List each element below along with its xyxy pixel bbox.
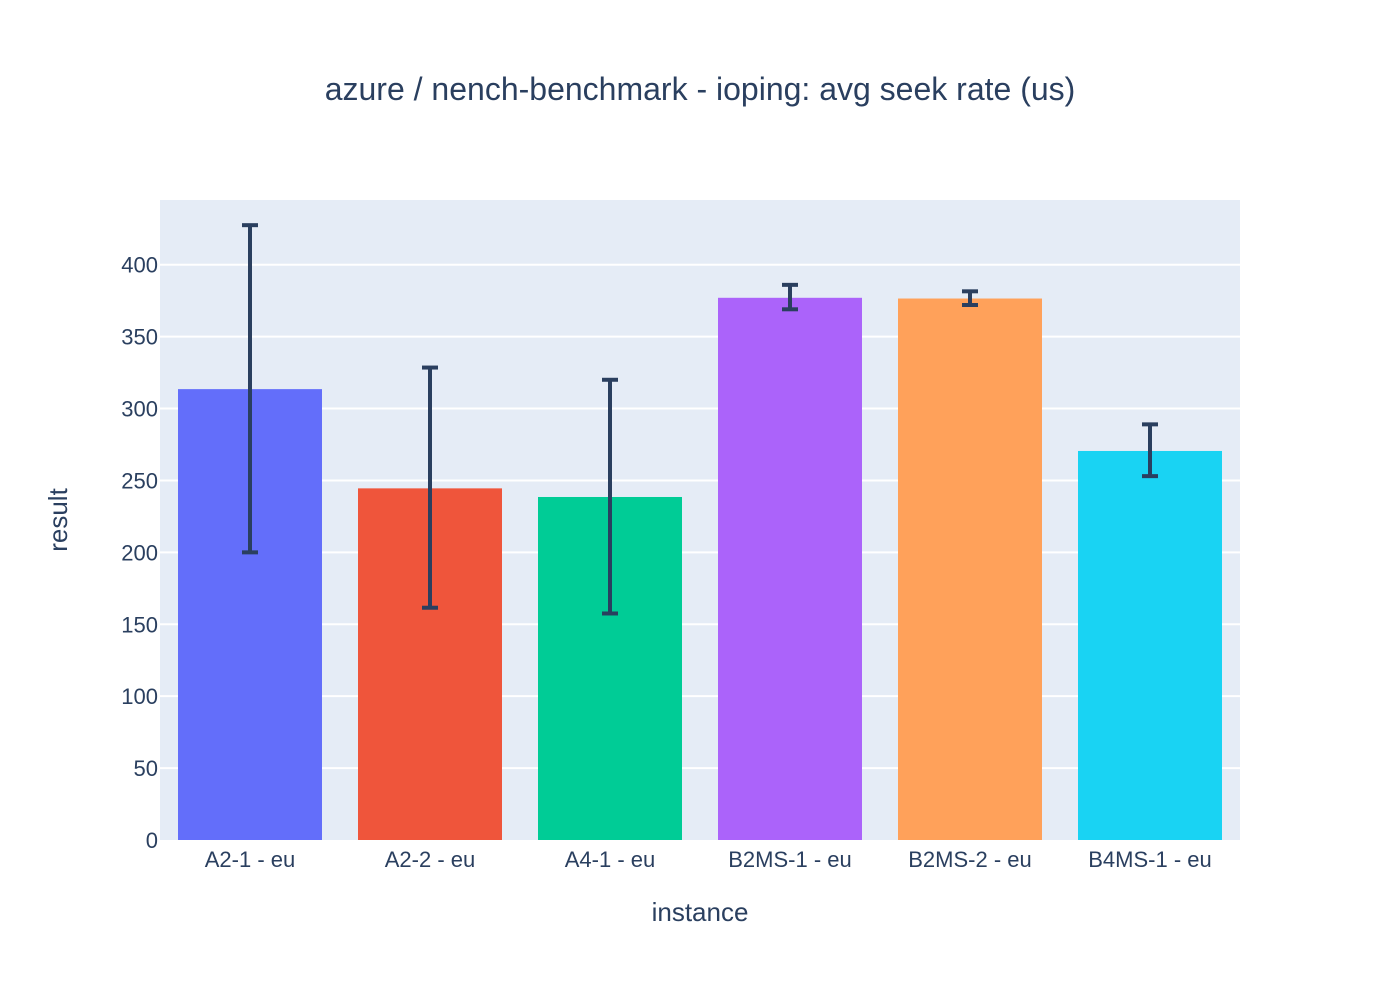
x-tick-labels: A2-1 - eu A2-2 - eu A4-1 - eu B2MS-1 - eu B2…	[205, 847, 1212, 872]
y-tick-label: 400	[121, 253, 158, 278]
x-tick-label: A2-1 - eu	[205, 847, 296, 872]
error-bar	[1142, 422, 1158, 479]
x-tick-label: B2MS-2 - eu	[908, 847, 1032, 872]
y-tick-label: 300	[121, 397, 158, 422]
x-tick-label: B2MS-1 - eu	[728, 847, 852, 872]
plot-area	[160, 200, 1240, 840]
error-bar	[242, 223, 258, 555]
chart-title: azure / nench-benchmark - ioping: avg se…	[325, 71, 1076, 107]
bar	[718, 297, 862, 841]
x-axis-title: instance	[652, 897, 749, 927]
y-tick-label: 250	[121, 468, 158, 493]
bar	[898, 298, 1042, 840]
x-tick-label: A4-1 - eu	[565, 847, 656, 872]
y-tick-labels: 0 50 100 150 200 250 300 350 400	[121, 253, 158, 853]
y-axis-title: result	[43, 487, 73, 551]
y-tick-label: 0	[146, 828, 158, 853]
y-tick-label: 350	[121, 325, 158, 350]
y-tick-label: 100	[121, 684, 158, 709]
error-bars	[242, 223, 1158, 616]
y-tick-label: 50	[134, 756, 158, 781]
bars	[178, 297, 1222, 841]
y-tick-label: 150	[121, 612, 158, 637]
error-bar	[782, 282, 798, 312]
bar	[1078, 450, 1222, 840]
error-bar	[422, 365, 438, 610]
x-tick-label: A2-2 - eu	[385, 847, 476, 872]
gridlines	[160, 263, 1240, 770]
error-bar	[962, 289, 978, 307]
y-tick-label: 200	[121, 540, 158, 565]
x-tick-label: B4MS-1 - eu	[1088, 847, 1212, 872]
error-bar	[602, 377, 618, 616]
